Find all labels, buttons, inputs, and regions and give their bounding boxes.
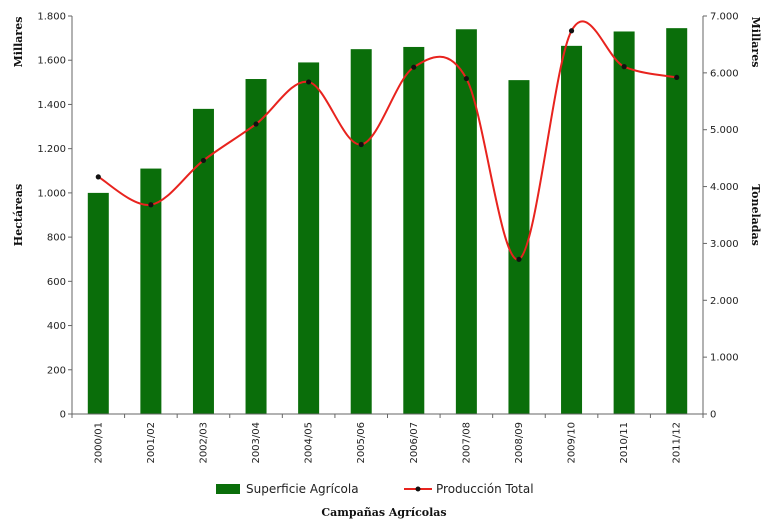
bar [666, 28, 687, 414]
line-point [359, 142, 364, 147]
right-axis-label-top: Millares [749, 17, 762, 68]
left-tick-label: 400 [47, 321, 66, 332]
x-tick-label: 2005/06 [356, 422, 367, 464]
right-tick-label: 2.000 [710, 296, 739, 307]
line-point [622, 64, 627, 69]
x-tick-label: 2001/02 [146, 422, 157, 464]
x-tick-label: 2003/04 [251, 422, 262, 464]
line-point [411, 65, 416, 70]
x-tick-label: 2002/03 [198, 422, 209, 464]
left-tick-label: 0 [60, 410, 66, 421]
x-tick-label: 2011/12 [672, 422, 683, 464]
x-tick-label: 2010/11 [619, 422, 630, 464]
right-tick-label: 0 [710, 410, 716, 421]
bar [456, 29, 477, 414]
x-tick-label: 2004/05 [304, 422, 315, 464]
bar [614, 31, 635, 414]
right-axis-label: Toneladas [749, 184, 762, 246]
left-tick-label: 1.600 [37, 56, 66, 67]
x-tick-label: 2009/10 [567, 422, 578, 464]
left-tick-label: 1.200 [37, 144, 66, 155]
legend-label-produccion: Producción Total [436, 482, 534, 496]
line-point [306, 79, 311, 84]
line-point [253, 121, 258, 126]
x-tick-label: 2006/07 [409, 422, 420, 464]
x-tick-label: 2008/09 [514, 422, 525, 464]
left-tick-label: 1.800 [37, 12, 66, 23]
line-layer [96, 21, 680, 262]
left-tick-label: 800 [47, 233, 66, 244]
left-axis-label-top: Millares [12, 17, 25, 68]
x-axis-label: Campañas Agrícolas [321, 506, 446, 519]
left-tick-label: 600 [47, 277, 66, 288]
right-tick-label: 6.000 [710, 68, 739, 79]
line-produccion-total [98, 21, 676, 259]
line-point [201, 158, 206, 163]
right-tick-label: 5.000 [710, 125, 739, 136]
right-tick-label: 1.000 [710, 353, 739, 364]
line-point [674, 75, 679, 80]
left-tick-label: 200 [47, 365, 66, 376]
left-tick-label: 1.000 [37, 188, 66, 199]
left-axis-label: Hectáreas [12, 184, 25, 246]
bar [561, 46, 582, 414]
legend-marker-produccion [416, 487, 421, 492]
legend: Superficie Agrícola Producción Total [216, 482, 534, 496]
bar [403, 47, 424, 414]
line-point [148, 202, 153, 207]
bar [351, 49, 372, 414]
line-point [464, 76, 469, 81]
right-tick-label: 4.000 [710, 182, 739, 193]
right-tick-label: 3.000 [710, 239, 739, 250]
bar [88, 193, 109, 414]
bars-layer [88, 28, 687, 414]
legend-label-superficie: Superficie Agrícola [246, 482, 359, 496]
line-point [569, 28, 574, 33]
line-point [516, 257, 521, 262]
bar [298, 62, 319, 414]
legend-swatch-superficie [216, 484, 240, 494]
right-tick-label: 7.000 [710, 12, 739, 23]
x-tick-label: 2000/01 [93, 422, 104, 464]
line-point [96, 174, 101, 179]
left-tick-label: 1.400 [37, 100, 66, 111]
x-tick-label: 2007/08 [461, 422, 472, 464]
